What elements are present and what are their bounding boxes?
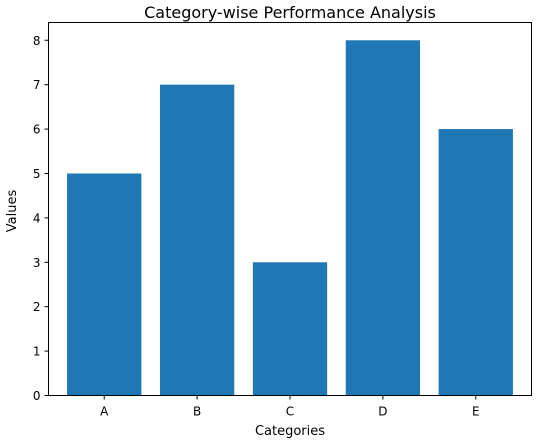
bar-b — [159, 84, 235, 396]
x-tick-label: E — [472, 405, 480, 419]
x-tick-label: B — [193, 405, 201, 419]
y-tick-label: 1 — [33, 345, 41, 359]
bars-group — [67, 40, 513, 396]
y-tick-label: 3 — [33, 256, 41, 270]
chart-title: Category-wise Performance Analysis — [144, 3, 436, 22]
x-tick-label: D — [378, 405, 387, 419]
y-tick-label: 4 — [33, 211, 41, 225]
bar-e — [438, 129, 513, 396]
x-axis-label: Categories — [255, 424, 325, 439]
y-tick-label: 5 — [33, 167, 41, 181]
y-tick-label: 0 — [33, 389, 41, 403]
y-tick-label: 2 — [33, 300, 41, 314]
bar-c — [252, 262, 328, 396]
y-tick-label: 6 — [33, 123, 41, 137]
x-axis-ticks: A B C D E — [100, 395, 480, 419]
y-axis-label: Values — [5, 190, 20, 233]
x-tick-label: C — [286, 405, 294, 419]
bar-d — [345, 40, 421, 396]
y-axis-ticks: 0 1 2 3 4 5 6 7 8 — [33, 34, 49, 403]
bar-a — [67, 173, 142, 396]
y-tick-label: 7 — [33, 78, 41, 92]
x-tick-label: A — [100, 405, 109, 419]
y-tick-label: 8 — [33, 34, 41, 48]
